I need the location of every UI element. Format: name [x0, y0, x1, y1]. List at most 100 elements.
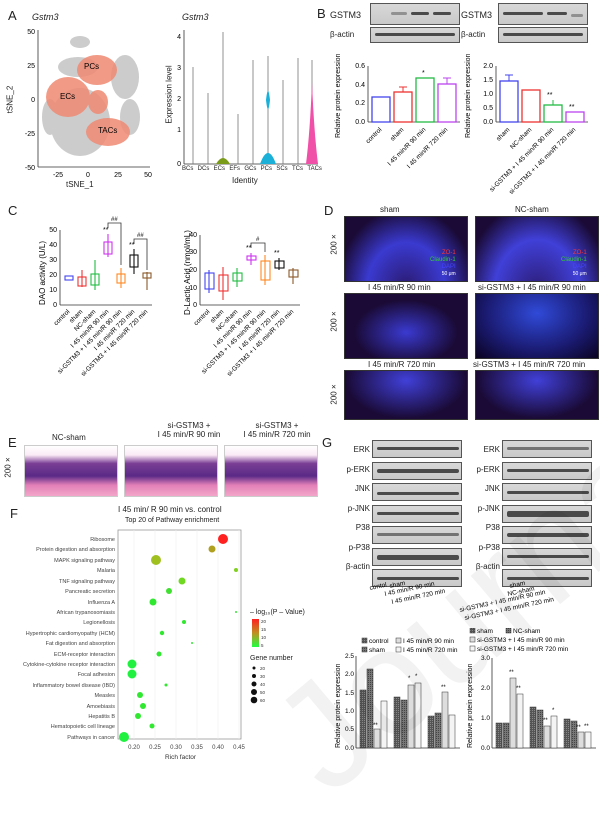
svg-text:0.40: 0.40 — [212, 745, 224, 751]
svg-text:Hepatitis B: Hepatitis B — [88, 714, 115, 720]
svg-text:**: ** — [543, 718, 548, 724]
svg-text:I 45 min/R 90 min: I 45 min/R 90 min — [403, 638, 454, 645]
svg-text:si-GSTM3 + I 45 min/R 720 min: si-GSTM3 + I 45 min/R 720 min — [477, 646, 569, 653]
svg-text:ECM-receptor interaction: ECM-receptor interaction — [54, 652, 115, 658]
if-image-si-i45-r720[interactable] — [475, 370, 599, 420]
panel-label-f: F — [10, 506, 18, 521]
tsne-cluster-pcs: PCs — [84, 62, 99, 71]
svg-text:TNF signaling pathway: TNF signaling pathway — [59, 579, 115, 585]
svg-text:Pathways in cancer: Pathways in cancer — [67, 735, 115, 741]
svg-text:30: 30 — [189, 249, 197, 256]
svg-text:0.25: 0.25 — [149, 745, 161, 751]
if-image-sham[interactable] — [344, 216, 468, 282]
svg-text:sham: sham — [509, 580, 526, 590]
svg-text:0: 0 — [31, 97, 35, 104]
svg-text:1.0: 1.0 — [345, 708, 354, 715]
if-image-si-i45-r90[interactable] — [475, 293, 599, 359]
svg-text:50: 50 — [144, 172, 152, 177]
svg-text:2: 2 — [177, 96, 181, 103]
tsne-plot: PCs ECs TACs 50 25 0 -25 -50 -25 0 25 50 — [25, 29, 152, 177]
svg-text:control: control — [365, 126, 384, 145]
svg-text:0.5: 0.5 — [345, 726, 354, 733]
he-image-si-i45-r90[interactable] — [124, 445, 218, 497]
blot-b-left-label-gstm3: GSTM3 — [330, 10, 362, 20]
svg-text:30: 30 — [49, 257, 57, 264]
if-stain-legend-2: ZO-1 Claudin-1 DAPI 50 μm — [561, 250, 587, 277]
svg-text:25: 25 — [27, 63, 35, 70]
svg-text:20: 20 — [189, 267, 197, 274]
svg-text:50: 50 — [27, 29, 35, 36]
svg-text:1: 1 — [177, 127, 181, 134]
svg-text:1.5: 1.5 — [345, 690, 354, 697]
blot-g-left — [372, 440, 462, 591]
panel-b-bar-charts: Relative protein expression 0.6 0.4 0.2 0.0… — [335, 53, 588, 196]
he-magnification: 200 × — [3, 457, 13, 478]
svg-text:-50: -50 — [25, 165, 35, 172]
svg-text:I 45 min/R 90 min: I 45 min/R 90 min — [386, 126, 427, 167]
svg-text:Gene number: Gene number — [250, 655, 293, 662]
violin-xlabel: Identity — [232, 176, 258, 185]
svg-text:50: 50 — [49, 227, 57, 234]
panel-f: I 45 min/ R 90 min vs. control Top 20 of… — [0, 505, 320, 770]
svg-text:**: ** — [516, 686, 521, 692]
svg-text:Amoebiasis: Amoebiasis — [87, 704, 116, 710]
svg-text:Protein digestion and absorpti: Protein digestion and absorption — [36, 547, 115, 553]
if-image-nc-sham[interactable] — [475, 216, 599, 282]
svg-text:**: ** — [441, 685, 446, 691]
svg-text:0.0: 0.0 — [483, 119, 493, 126]
svg-text:0.0: 0.0 — [355, 119, 365, 126]
blot-g-right — [502, 440, 592, 591]
svg-text:0: 0 — [193, 302, 197, 309]
svg-text:Relative protein expression: Relative protein expression — [335, 53, 342, 138]
svg-text:##: ## — [137, 233, 144, 239]
panel-c-box-plots: DAO activity (U/L) 50 40 30 20 10 0 ** ** ## #… — [38, 217, 300, 378]
violin-plot: 4 3 2 1 0 — [177, 30, 318, 168]
svg-text:**: ** — [103, 227, 109, 234]
svg-text:Relative protein expression: Relative protein expression — [335, 663, 342, 748]
svg-text:10: 10 — [189, 285, 197, 292]
svg-text:2.0: 2.0 — [483, 63, 493, 70]
svg-text:Pancreatic secretion: Pancreatic secretion — [65, 589, 115, 595]
svg-text:Hypertrophic cardiomyopathy (H: Hypertrophic cardiomyopathy (HCM) — [26, 631, 115, 637]
svg-text:0: 0 — [86, 172, 90, 177]
svg-text:Relative protein expression: Relative protein expression — [467, 663, 474, 748]
svg-text:0.45: 0.45 — [233, 745, 245, 751]
svg-text:1.5: 1.5 — [483, 77, 493, 84]
svg-text:4: 4 — [177, 34, 181, 41]
svg-text:sham: sham — [389, 580, 406, 590]
blot-b-right-gstm3 — [498, 3, 588, 25]
he-title-si-i45-r90: si-GSTM3 + I 45 min/R 90 min — [157, 421, 221, 439]
panel-e: NC-sham si-GSTM3 + I 45 min/R 90 min si-G… — [4, 421, 320, 505]
if-title-i45-r90: I 45 min/R 90 min — [368, 283, 431, 292]
panel-d: sham NC-sham I 45 min/R 90 min si-GSTM3 … — [330, 205, 600, 420]
svg-text:**: ** — [584, 724, 589, 730]
svg-text:3: 3 — [177, 65, 181, 72]
svg-text:0.4: 0.4 — [355, 82, 365, 89]
svg-text:-25: -25 — [25, 131, 35, 138]
if-magnification-1: 200 × — [329, 234, 339, 255]
blot-b-left-actin — [370, 27, 460, 43]
if-image-i45-r720[interactable] — [344, 370, 468, 420]
svg-text:2.0: 2.0 — [345, 671, 354, 678]
if-title-si-i45-r720: si-GSTM3 + I 45 min/R 720 min — [473, 360, 586, 369]
svg-text:sham: sham — [389, 126, 405, 142]
svg-text:**: ** — [246, 245, 252, 252]
if-image-i45-r90[interactable] — [344, 293, 468, 359]
svg-text:NC-sham: NC-sham — [513, 628, 540, 635]
he-image-si-i45-r720[interactable] — [224, 445, 318, 497]
svg-text:Ribosome: Ribosome — [90, 537, 115, 543]
svg-text:**: ** — [547, 92, 553, 99]
if-stain-legend: ZO-1 Claudin-1 DAPI 50 μm — [430, 250, 456, 277]
panel-label-a: A — [8, 8, 17, 23]
svg-text:I 45 min/R 720 min: I 45 min/R 720 min — [403, 647, 458, 654]
svg-text:– log₁₀(P – Value): – log₁₀(P – Value) — [250, 609, 305, 616]
tsne-title: Gstm3 — [32, 12, 59, 22]
svg-text:40: 40 — [49, 242, 57, 249]
panel-label-c: C — [8, 203, 18, 218]
he-image-nc-sham[interactable] — [24, 445, 118, 497]
svg-text:##: ## — [111, 217, 118, 223]
panel-g-lane-labels: contol sham I 45 min/R 90 min I 45 min/R… — [369, 580, 555, 622]
svg-text:Focal adhesion: Focal adhesion — [78, 672, 115, 678]
svg-text:Malaria: Malaria — [97, 568, 116, 574]
blot-b-left-gstm3 — [370, 3, 460, 25]
